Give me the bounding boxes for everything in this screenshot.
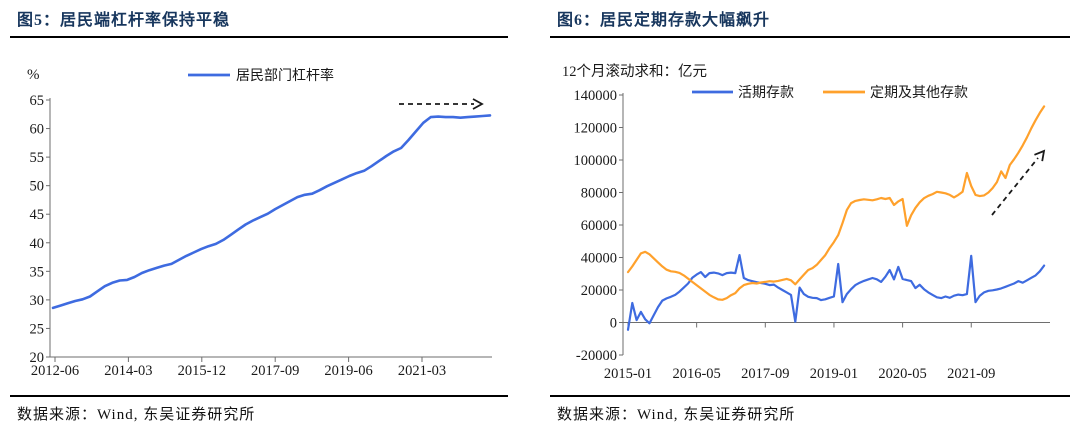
y-tick-label: 45 <box>30 207 45 223</box>
y-tick-label: 25 <box>30 321 45 337</box>
y-tick-label: 35 <box>30 264 45 280</box>
axes <box>46 98 492 362</box>
y-tick-label: 20000 <box>581 283 617 299</box>
legend-label-0: 活期存款 <box>738 85 794 101</box>
legend: 活期存款 定期及其他存款 <box>692 85 968 101</box>
y-tick-label: 30 <box>30 293 45 309</box>
fig6-title: 图6：居民定期存款大幅飙升 <box>557 12 771 29</box>
x-tick-label: 2020-05 <box>878 366 926 382</box>
fig5-source-rule <box>10 395 508 397</box>
legend-label-0: 居民部门杠杆率 <box>236 67 334 84</box>
y-tick-label: 100000 <box>574 153 618 169</box>
x-tick-label: 2014-03 <box>104 363 152 379</box>
y-tick-label: 55 <box>30 150 45 166</box>
y-tick-label: 120000 <box>574 121 618 137</box>
legend: 居民部门杠杆率 <box>188 67 334 84</box>
y-tick-label: 60000 <box>581 218 617 234</box>
fig6-source: 数据来源：Wind, 东吴证券研究所 <box>557 407 796 423</box>
leverage-line <box>51 114 492 310</box>
x-tick-label: 2015-01 <box>604 366 652 382</box>
trend-arrow <box>991 149 1046 216</box>
trend-arrow <box>399 98 484 110</box>
fig5-title-rule <box>10 36 508 38</box>
y-tick-label: 140000 <box>574 88 618 104</box>
fig6-source-rule <box>550 395 1070 397</box>
x-tick-label: 2019-01 <box>810 366 858 382</box>
fig5-leverage-chart: % 居民部门杠杆率 20 25 30 35 40 45 50 55 60 65 2012-06 2014-… <box>27 67 492 379</box>
y-tick-label: 50 <box>30 179 45 195</box>
y-tick-label: 60 <box>30 122 45 138</box>
axis-unit-label: 12个月滚动求和：亿元 <box>562 63 707 80</box>
y-tick-label: 80000 <box>581 186 617 202</box>
y-tick-label: 0 <box>610 316 617 332</box>
y-tick-label: 40000 <box>581 251 617 267</box>
fig5-title: 图5：居民端杠杆率保持平稳 <box>17 12 231 29</box>
y-tick-label: 40 <box>30 236 45 252</box>
y-tick-label: -20000 <box>576 348 617 364</box>
x-tick-label: 2017-09 <box>251 363 299 379</box>
axis-unit-label: % <box>27 67 40 83</box>
x-tick-label: 2012-06 <box>31 363 79 379</box>
axes <box>619 93 1050 356</box>
x-tick-label: 2015-12 <box>178 363 226 379</box>
fig6-title-rule <box>550 36 1070 38</box>
time-deposits-line <box>626 105 1046 301</box>
demand-deposits-line <box>626 254 1046 331</box>
y-tick-label: 65 <box>30 93 45 109</box>
legend-label-1: 定期及其他存款 <box>870 85 968 101</box>
x-tick-label: 2021-03 <box>398 363 446 379</box>
x-tick-label: 2016-05 <box>672 366 720 382</box>
x-tick-label: 2019-06 <box>324 363 372 379</box>
y-tick-label: 20 <box>30 350 45 366</box>
fig5-source: 数据来源：Wind, 东吴证券研究所 <box>17 407 256 423</box>
x-tick-label: 2021-09 <box>947 366 995 382</box>
x-tick-label: 2017-09 <box>741 366 789 382</box>
